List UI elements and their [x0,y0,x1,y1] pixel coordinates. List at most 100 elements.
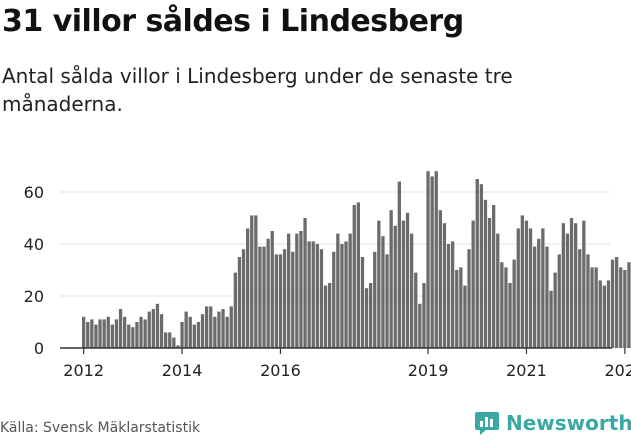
data-bar [549,290,553,348]
data-bar [299,231,303,348]
x-tick-label: 2014 [162,361,203,380]
data-bar [229,306,233,348]
data-bar [422,283,426,348]
data-bar [270,231,274,348]
data-bar [405,212,410,348]
data-bar [520,215,524,348]
data-bar [434,171,438,348]
data-bar [82,316,86,348]
data-bar [151,309,155,348]
data-bar [389,210,393,348]
data-bar [561,223,565,348]
data-bar [377,220,381,348]
data-bar [602,285,606,348]
data-bar [340,244,344,348]
data-bar [475,179,479,348]
data-bar [463,285,467,348]
data-bar [328,283,332,348]
data-bar [217,311,221,348]
data-bar [606,280,611,348]
data-bar [401,220,406,348]
data-bar [192,324,196,348]
data-bar [545,246,549,348]
data-bar [537,238,541,348]
data-bar [528,228,533,348]
data-bar [438,210,442,348]
data-bar [274,254,278,348]
data-bar [590,267,594,348]
data-bar [451,241,455,348]
x-tick-label: 2019 [408,361,449,380]
data-bar [233,272,237,348]
data-bar [319,249,324,348]
data-bar [118,309,123,348]
data-bar [586,254,590,348]
data-bar [373,251,377,348]
data-bar [479,184,483,348]
data-bar [213,316,217,348]
data-bar [303,218,307,348]
x-tick-label: 2012 [63,361,104,380]
data-bar [237,257,242,348]
data-bar [258,246,262,348]
data-bar [483,199,488,348]
data-bar [397,181,401,348]
data-bar [221,309,225,348]
brand-logo[interactable]: Newsworthy [474,406,631,440]
data-bar [332,251,336,348]
source-note: Källa: Svensk Mäklarstatistik [0,420,201,436]
data-bar [262,246,266,348]
data-bar [487,218,492,348]
data-bar [188,316,192,348]
data-bar [323,285,328,348]
y-tick-label: 0 [34,339,44,358]
data-bar [516,228,520,348]
newsworthy-logo-icon [475,412,499,435]
data-bar [615,257,619,348]
data-bar [86,322,90,348]
data-bar [623,270,627,348]
data-bar [574,223,578,348]
data-bar [430,176,434,348]
data-bar [311,241,315,348]
data-bar [508,283,512,348]
data-bar [496,233,500,348]
data-bar [184,311,188,348]
data-bar [200,314,205,348]
data-bar [446,244,451,348]
data-bar [205,306,209,348]
data-bar [352,205,356,348]
data-bar [135,322,139,348]
data-bar [282,249,287,348]
data-bar [410,233,414,348]
data-bar [344,241,348,348]
data-bar [168,332,172,348]
data-bar [155,303,160,348]
chart-title: 31 villor såldes i Lindesberg [2,4,464,39]
data-bar [127,324,131,348]
data-bar [287,233,291,348]
data-bar [619,267,623,348]
data-bar [246,228,250,348]
data-bar [442,223,447,348]
data-bar [98,319,102,348]
data-bar [159,314,164,348]
data-bar [94,324,98,348]
data-bar [114,319,119,348]
data-bar [565,233,570,348]
x-tick-label: 2023 [604,361,631,380]
x-tick-label: 2016 [260,361,301,380]
data-bar [504,267,508,348]
y-tick-label: 20 [24,287,44,306]
brand-name: Newsworthy [506,411,631,435]
data-bar [307,241,311,348]
data-bar [90,319,94,348]
data-bar [414,272,418,348]
data-bar [426,171,430,348]
data-bar [348,233,352,348]
data-bar [594,267,598,348]
data-bar [582,220,586,348]
data-bar [143,319,147,348]
data-bar [225,316,229,348]
data-bar [250,215,254,348]
